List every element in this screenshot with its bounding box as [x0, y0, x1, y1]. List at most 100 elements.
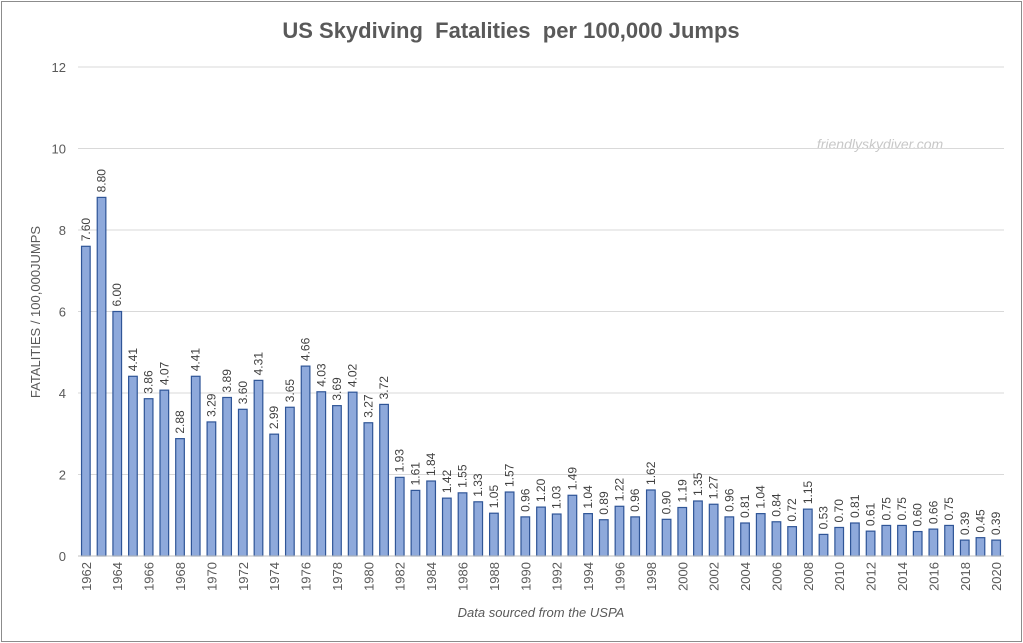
bar: [175, 438, 185, 557]
x-tick-label: 2018: [958, 562, 973, 591]
bar: [504, 491, 515, 557]
bar: [645, 489, 656, 557]
bar: [912, 530, 923, 557]
data-label: 3.86: [142, 370, 156, 394]
data-label: 3.69: [330, 377, 344, 401]
bar: [473, 501, 484, 557]
bar: [975, 537, 986, 557]
data-label: 4.07: [157, 361, 171, 385]
data-label: 4.66: [299, 337, 313, 361]
data-label: 0.96: [518, 488, 532, 512]
bar: [944, 524, 954, 557]
data-label: 1.35: [691, 472, 705, 496]
bar: [897, 524, 907, 557]
data-label: 1.04: [581, 485, 595, 509]
y-tick-label: 10: [52, 142, 66, 157]
bar: [332, 405, 342, 557]
x-tick-label: 1988: [487, 562, 502, 591]
bar: [457, 492, 468, 557]
bar: [834, 526, 845, 557]
bar: [269, 433, 280, 557]
y-tick-label: 2: [59, 468, 66, 483]
y-axis-ticks: 0 2 4 6 8 10 12: [52, 60, 66, 564]
data-label: 0.81: [738, 494, 752, 518]
bar: [410, 489, 421, 557]
bar: [693, 500, 703, 557]
data-label: 1.55: [456, 464, 470, 488]
bar: [488, 512, 499, 557]
data-label: 4.41: [189, 348, 203, 372]
data-label: 3.65: [283, 379, 297, 403]
data-label: 0.39: [958, 511, 972, 535]
x-tick-label: 1982: [393, 562, 408, 591]
y-tick-label: 6: [59, 305, 66, 320]
x-tick-label: 2002: [707, 562, 722, 591]
data-label: 1.57: [503, 463, 517, 487]
bar: [928, 528, 939, 557]
data-label: 1.42: [440, 469, 454, 493]
bar: [865, 530, 876, 557]
data-label: 1.61: [408, 462, 422, 486]
bar: [284, 406, 295, 557]
bar: [253, 379, 264, 557]
x-tick-label: 1978: [330, 562, 345, 591]
x-tick-label: 1964: [110, 562, 125, 591]
data-label: 1.93: [393, 449, 407, 473]
y-tick-label: 12: [52, 60, 66, 75]
x-tick-label: 2016: [926, 562, 941, 591]
bars: [80, 196, 1002, 557]
bar: [143, 398, 154, 557]
data-label: 1.33: [471, 473, 485, 497]
y-axis-label: FATALITIES / 100,000JUMPS: [28, 226, 43, 399]
x-axis-ticks: 1962 1964 1966 1968 1970 1972 1974 1976 1978 1980…: [79, 562, 1004, 591]
bar: [112, 310, 123, 557]
data-label: 6.00: [110, 283, 124, 307]
y-tick-label: 8: [59, 223, 66, 238]
x-tick-label: 1980: [361, 562, 376, 591]
x-tick-label: 1996: [612, 562, 627, 591]
data-label: 0.81: [848, 494, 862, 518]
bar: [347, 391, 358, 557]
bar: [755, 513, 766, 557]
x-tick-label: 1990: [518, 562, 533, 591]
chart-title: US Skydiving Fatalities per 100,000 Jump…: [282, 18, 739, 43]
data-label: 1.15: [801, 480, 815, 504]
data-label: 1.19: [675, 479, 689, 503]
bar: [363, 422, 374, 557]
bar: [237, 408, 248, 557]
bar: [991, 539, 1002, 557]
bar: [128, 375, 138, 557]
x-tick-label: 2012: [864, 562, 879, 591]
data-label: 1.27: [707, 476, 721, 500]
bar: [771, 521, 782, 557]
data-label: 0.53: [817, 506, 831, 530]
source-note: Data sourced from the USPA: [458, 605, 625, 620]
data-label: 1.22: [612, 478, 626, 502]
data-label: 3.29: [204, 393, 218, 417]
data-label: 0.75: [879, 497, 893, 521]
data-label: 0.45: [973, 509, 987, 533]
bar: [677, 506, 688, 557]
y-tick-label: 4: [59, 386, 66, 401]
data-label: 0.75: [942, 497, 956, 521]
data-label: 4.31: [251, 352, 265, 376]
y-tick-label: 0: [59, 549, 66, 564]
bar: [426, 480, 437, 557]
data-label: 1.03: [550, 485, 564, 509]
bar: [222, 396, 233, 557]
data-label: 1.04: [754, 485, 768, 509]
bar: [614, 505, 625, 557]
bar: [96, 196, 107, 557]
x-tick-label: 1992: [550, 562, 565, 591]
bar: [802, 508, 813, 557]
data-label: 0.72: [785, 498, 799, 522]
bar: [630, 516, 641, 557]
data-label: 3.60: [236, 381, 250, 405]
bar: [959, 539, 970, 557]
data-label: 4.41: [126, 348, 140, 372]
x-tick-label: 1994: [581, 562, 596, 591]
x-tick-label: 1970: [204, 562, 219, 591]
bar: [300, 365, 311, 557]
data-labels: 7.608.806.004.413.86 4.072.884.413.293.89…: [79, 169, 1003, 535]
